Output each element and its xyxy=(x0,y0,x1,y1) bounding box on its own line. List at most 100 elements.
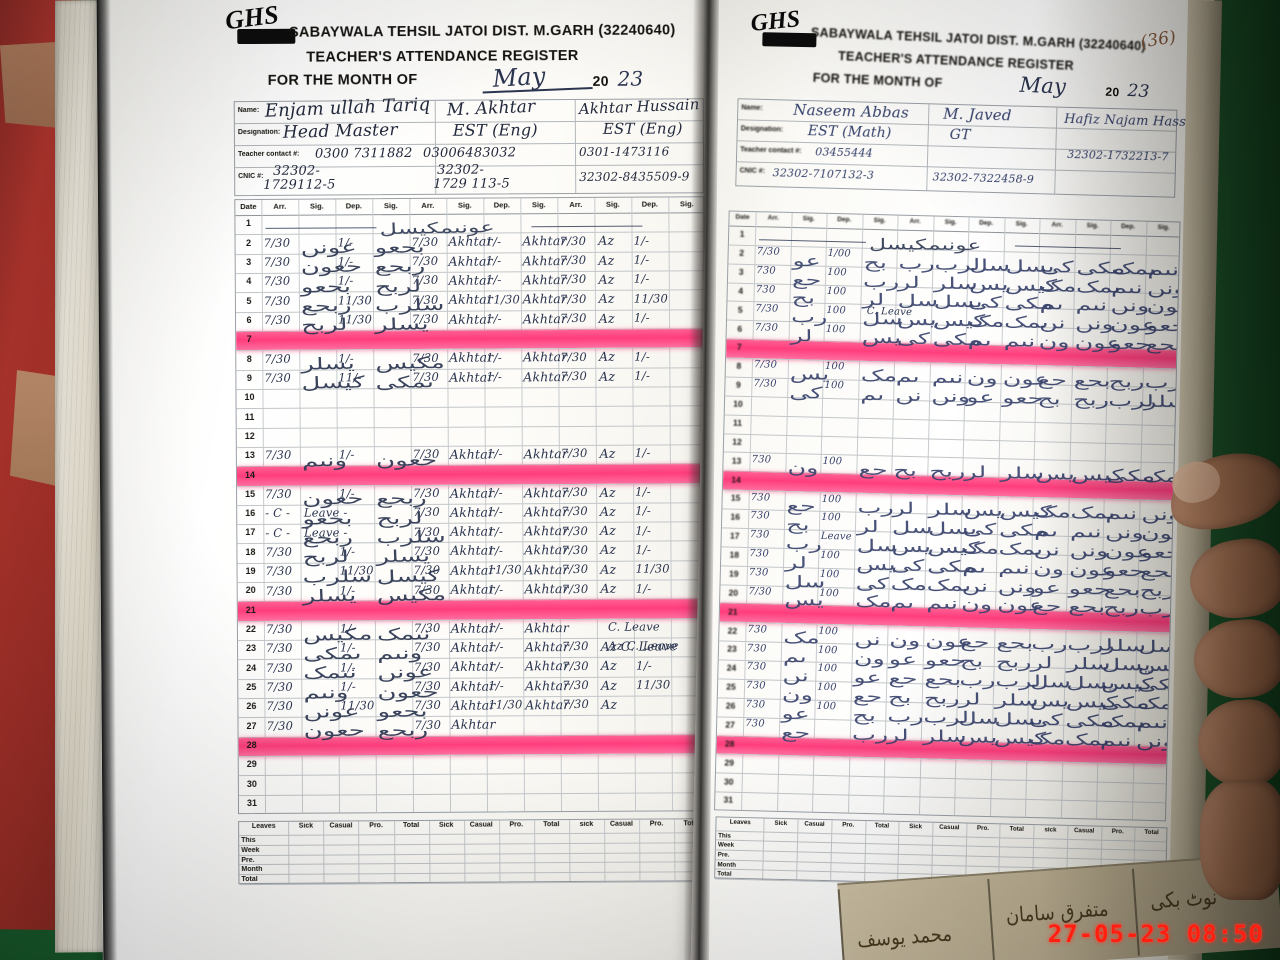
signature-scribble: یس xyxy=(891,537,932,557)
date-cell: 28 xyxy=(724,738,735,749)
signature-az: Az xyxy=(599,445,616,461)
date-cell: 29 xyxy=(724,757,735,768)
signature-az: Az xyxy=(601,696,618,712)
signature-akhtar-dep: Akhtar xyxy=(525,697,570,713)
signature-akhtar-dep: Akhtar xyxy=(523,349,568,365)
signature-akhtar-dep: Akhtar xyxy=(523,368,568,384)
palm xyxy=(1200,780,1280,900)
leave-entry-col3: C. Leave xyxy=(607,619,660,634)
column-header-1: Arr. xyxy=(273,201,287,211)
time-entry: 1/- xyxy=(634,349,650,364)
signature-scribble: نں xyxy=(1033,540,1061,560)
register-title-left: TEACHER'S ATTENDANCE REGISTER xyxy=(306,47,579,66)
signature-scribble: حع xyxy=(1037,370,1068,390)
time-entry: 7/30 xyxy=(414,717,442,732)
date-cell: 17 xyxy=(245,527,256,538)
time-entry: 100 xyxy=(824,380,845,392)
row-note-scribble: عونںمکیسل xyxy=(868,235,982,255)
time-entry: 7/30 xyxy=(265,641,293,656)
time-entry: 100 xyxy=(827,267,848,279)
signature-az: Az xyxy=(600,561,617,577)
signature-az: Az xyxy=(600,677,618,693)
date-cell: 13 xyxy=(244,450,255,461)
time-entry: 100 xyxy=(817,663,838,675)
signature-scribble: مک xyxy=(890,574,928,594)
signature-scribble: لر xyxy=(964,463,987,483)
date-cell: 2 xyxy=(246,237,252,248)
signature-scribble: ںم xyxy=(890,593,915,613)
signature-scribble: بحع xyxy=(1103,579,1141,600)
summary-column-header: Casual xyxy=(939,823,960,832)
signature-scribble: بح xyxy=(862,253,887,273)
signature-akhtar-dep: Akhtar xyxy=(523,484,569,500)
summary-row-label: Month xyxy=(241,866,263,874)
signature-scribble: کی xyxy=(1040,257,1074,277)
time-entry: 7/30 xyxy=(266,660,293,675)
signature-az: Az xyxy=(598,233,615,249)
time-entry: 11/30 xyxy=(633,291,669,306)
signature-scribble: رب xyxy=(862,272,899,292)
summary-row[interactable] xyxy=(239,872,708,886)
date-cell: 4 xyxy=(738,285,744,296)
signature-akhtar-dep: Akhtar xyxy=(524,542,569,558)
signature-scribble: لر xyxy=(892,499,915,519)
time-entry: 730 xyxy=(745,699,766,711)
column-header-8: Sig. xyxy=(1015,220,1028,228)
signature-scribble: یس xyxy=(855,555,896,575)
signature-scribble: سل xyxy=(958,708,1000,728)
time-entry: 7/30 xyxy=(414,698,442,713)
underlay-text-3: نوٹ بکی xyxy=(1149,885,1218,915)
signature-scribble: یس xyxy=(783,591,824,611)
signature-scribble: لر xyxy=(856,517,879,537)
attendance-grid-left[interactable]: Date Arr. Sig. Dep. Sig. Arr. Sig. Dep. Sig. Arr.… xyxy=(234,196,709,815)
time-entry: 730 xyxy=(749,529,770,541)
date-cell: 7 xyxy=(246,334,252,345)
signature-az: Az xyxy=(600,580,617,596)
leave-entry-col2: C. Leave xyxy=(866,305,913,318)
date-cell: 21 xyxy=(728,606,738,617)
time-entry: Leave xyxy=(820,531,852,543)
signature-akhtar: Akhtar xyxy=(450,504,495,520)
summary-row-label: Month xyxy=(717,861,737,869)
column-header-9: Arr. xyxy=(569,199,583,210)
year-prefix-right: 20 xyxy=(1105,84,1120,100)
signature-akhtar: Akhtar xyxy=(449,369,494,385)
signature-scribble: یس xyxy=(1029,691,1070,711)
time-entry: 11/30 xyxy=(337,312,373,327)
time-entry: 11/30 xyxy=(339,563,374,578)
summary-column-header: Pro. xyxy=(369,822,383,830)
teacher2-cnic-right: 32302-7322458-9 xyxy=(932,170,1035,187)
signature-scribble: نںم xyxy=(1135,712,1168,732)
signature-akhtar: Akhtar xyxy=(450,562,495,578)
summary-column-header: Casual xyxy=(1073,827,1095,835)
teacher3-contact-left: 0301-1473116 xyxy=(578,144,670,159)
signature-akhtar: Akhtar xyxy=(451,716,496,733)
time-entry: 7/30 xyxy=(265,621,293,637)
attendance-row[interactable] xyxy=(238,792,708,815)
summary-row-label: This xyxy=(718,832,731,840)
signature-scribble: حع xyxy=(960,633,990,653)
signature-scribble: حع xyxy=(852,687,882,707)
time-entry: 7/30 xyxy=(748,585,772,598)
time-entry: 7/30 xyxy=(263,293,291,308)
time-entry: 100 xyxy=(826,285,847,298)
signature-akhtar: Akhtar xyxy=(448,311,494,327)
time-entry: 100 xyxy=(825,323,846,336)
time-entry: 1/- xyxy=(634,445,651,460)
register-page-left: GHS SABAYWALA TEHSIL JATOI DIST. M.GARH … xyxy=(97,0,728,960)
time-entry: 100 xyxy=(816,700,837,713)
attendance-grid-right[interactable]: Date Arr. Sig. Dep. Sig. Arr. Sig. Dep. Sig. Arr.… xyxy=(714,210,1181,822)
time-entry: 100 xyxy=(824,361,845,373)
signature-akhtar-dep: Akhtar xyxy=(524,639,570,655)
time-entry: 7/30 xyxy=(754,321,779,334)
summary-row-label: Pre. xyxy=(241,856,255,864)
date-cell: 23 xyxy=(727,643,737,655)
time-entry: 7/30 xyxy=(413,485,440,500)
signature-scribble: رب xyxy=(851,724,888,744)
signature-scribble: نںم xyxy=(1146,260,1179,280)
time-entry: 1/- xyxy=(339,486,355,501)
date-cell: 1 xyxy=(739,229,745,240)
signature-akhtar: Akhtar xyxy=(448,233,493,250)
signature-scribble: ون xyxy=(853,649,885,669)
leave-summary-table-left[interactable]: Leaves Sick Casual Pro. Total Sick Casual Pro. T… xyxy=(238,818,709,886)
